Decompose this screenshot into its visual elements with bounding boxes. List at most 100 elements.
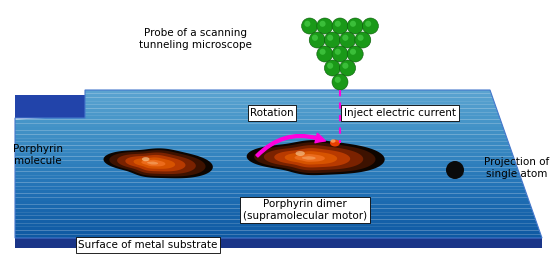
Polygon shape xyxy=(15,212,534,216)
Polygon shape xyxy=(294,154,325,162)
Polygon shape xyxy=(103,148,213,178)
Circle shape xyxy=(332,74,348,90)
Circle shape xyxy=(342,63,348,69)
Polygon shape xyxy=(15,179,522,183)
Polygon shape xyxy=(15,120,502,123)
Polygon shape xyxy=(15,134,507,138)
Polygon shape xyxy=(15,131,505,134)
Ellipse shape xyxy=(331,139,336,143)
Polygon shape xyxy=(15,201,530,205)
Polygon shape xyxy=(15,231,541,234)
Polygon shape xyxy=(15,138,508,142)
Polygon shape xyxy=(15,205,532,208)
Circle shape xyxy=(304,21,310,27)
Polygon shape xyxy=(15,168,519,171)
Polygon shape xyxy=(15,164,518,168)
Polygon shape xyxy=(85,94,493,97)
Ellipse shape xyxy=(295,151,305,156)
Polygon shape xyxy=(15,238,542,248)
Circle shape xyxy=(350,49,356,55)
Text: Porphyrin dimer
(supramolecular motor): Porphyrin dimer (supramolecular motor) xyxy=(243,199,367,221)
Polygon shape xyxy=(15,216,536,219)
Polygon shape xyxy=(141,160,166,166)
Circle shape xyxy=(339,60,356,76)
Polygon shape xyxy=(15,142,509,146)
Polygon shape xyxy=(15,227,540,231)
Polygon shape xyxy=(15,186,525,190)
Text: Surface of metal substrate: Surface of metal substrate xyxy=(78,240,218,250)
Ellipse shape xyxy=(330,139,340,147)
Circle shape xyxy=(350,21,356,27)
Polygon shape xyxy=(109,150,206,177)
Circle shape xyxy=(335,77,341,83)
Polygon shape xyxy=(85,101,495,105)
Polygon shape xyxy=(274,148,350,167)
Circle shape xyxy=(365,21,371,27)
Polygon shape xyxy=(15,123,503,127)
Polygon shape xyxy=(15,153,513,157)
Polygon shape xyxy=(15,183,524,186)
Polygon shape xyxy=(264,145,363,170)
Polygon shape xyxy=(85,90,491,94)
Polygon shape xyxy=(15,160,516,164)
Polygon shape xyxy=(15,194,527,197)
Circle shape xyxy=(324,32,340,48)
Polygon shape xyxy=(15,116,500,120)
Circle shape xyxy=(324,60,340,76)
Polygon shape xyxy=(254,142,376,173)
Polygon shape xyxy=(15,190,526,194)
Polygon shape xyxy=(15,208,533,212)
Circle shape xyxy=(309,32,325,48)
Polygon shape xyxy=(85,97,494,101)
Circle shape xyxy=(339,32,356,48)
Polygon shape xyxy=(15,149,512,153)
Circle shape xyxy=(320,49,326,55)
Polygon shape xyxy=(85,112,499,116)
Circle shape xyxy=(347,46,363,62)
Circle shape xyxy=(320,21,326,27)
Polygon shape xyxy=(15,127,504,131)
Polygon shape xyxy=(15,223,538,227)
Polygon shape xyxy=(15,175,521,179)
Polygon shape xyxy=(15,234,542,238)
Polygon shape xyxy=(117,152,196,174)
Polygon shape xyxy=(285,151,337,165)
Polygon shape xyxy=(302,156,316,160)
Text: Rotation: Rotation xyxy=(250,108,294,118)
Polygon shape xyxy=(15,95,85,118)
Polygon shape xyxy=(247,140,384,175)
Text: Inject electric current: Inject electric current xyxy=(344,108,456,118)
Polygon shape xyxy=(125,155,185,171)
Polygon shape xyxy=(15,146,511,149)
Polygon shape xyxy=(15,219,537,223)
Polygon shape xyxy=(15,171,520,175)
Polygon shape xyxy=(134,157,175,169)
Polygon shape xyxy=(15,197,529,201)
Ellipse shape xyxy=(142,157,150,161)
Polygon shape xyxy=(147,162,158,165)
Circle shape xyxy=(342,35,348,41)
Circle shape xyxy=(358,35,364,41)
Circle shape xyxy=(327,63,333,69)
Circle shape xyxy=(335,21,341,27)
Circle shape xyxy=(446,161,464,179)
Circle shape xyxy=(332,18,348,34)
Text: Porphyrin
molecule: Porphyrin molecule xyxy=(13,144,63,166)
Circle shape xyxy=(317,46,333,62)
Polygon shape xyxy=(15,157,515,160)
Circle shape xyxy=(335,49,341,55)
Circle shape xyxy=(362,18,378,34)
Circle shape xyxy=(332,46,348,62)
Text: Projection of
single atom: Projection of single atom xyxy=(485,157,549,179)
Circle shape xyxy=(317,18,333,34)
FancyArrowPatch shape xyxy=(256,133,326,157)
Polygon shape xyxy=(85,105,497,108)
Circle shape xyxy=(312,35,318,41)
Circle shape xyxy=(327,35,333,41)
Ellipse shape xyxy=(448,171,464,177)
Circle shape xyxy=(301,18,317,34)
Polygon shape xyxy=(85,108,498,112)
Circle shape xyxy=(347,18,363,34)
Circle shape xyxy=(355,32,371,48)
Text: Probe of a scanning
tunneling microscope: Probe of a scanning tunneling microscope xyxy=(139,28,251,50)
